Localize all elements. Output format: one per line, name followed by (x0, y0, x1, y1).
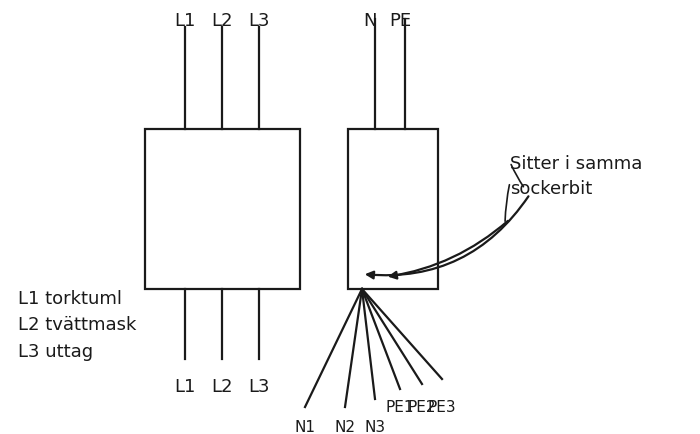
FancyArrowPatch shape (368, 197, 528, 279)
Text: N2: N2 (335, 419, 356, 434)
Text: L1 torktuml
L2 tvättmask
L3 uttag: L1 torktuml L2 tvättmask L3 uttag (18, 289, 136, 360)
Text: L2: L2 (211, 377, 232, 395)
Bar (145, 130, 300, 289)
FancyArrowPatch shape (390, 221, 508, 279)
Bar (348, 130, 438, 289)
Text: PE1: PE1 (386, 399, 414, 414)
Text: PE3: PE3 (428, 399, 456, 414)
Text: L1: L1 (174, 377, 196, 395)
Text: L3: L3 (248, 377, 270, 395)
Text: N3: N3 (365, 419, 386, 434)
Text: Sitter i samma
sockerbit: Sitter i samma sockerbit (510, 155, 643, 197)
Text: L1: L1 (174, 12, 196, 30)
Text: L2: L2 (211, 12, 232, 30)
Text: PE2: PE2 (407, 399, 436, 414)
Text: PE: PE (389, 12, 411, 30)
Text: N1: N1 (295, 419, 316, 434)
Text: N: N (363, 12, 377, 30)
Text: L3: L3 (248, 12, 270, 30)
